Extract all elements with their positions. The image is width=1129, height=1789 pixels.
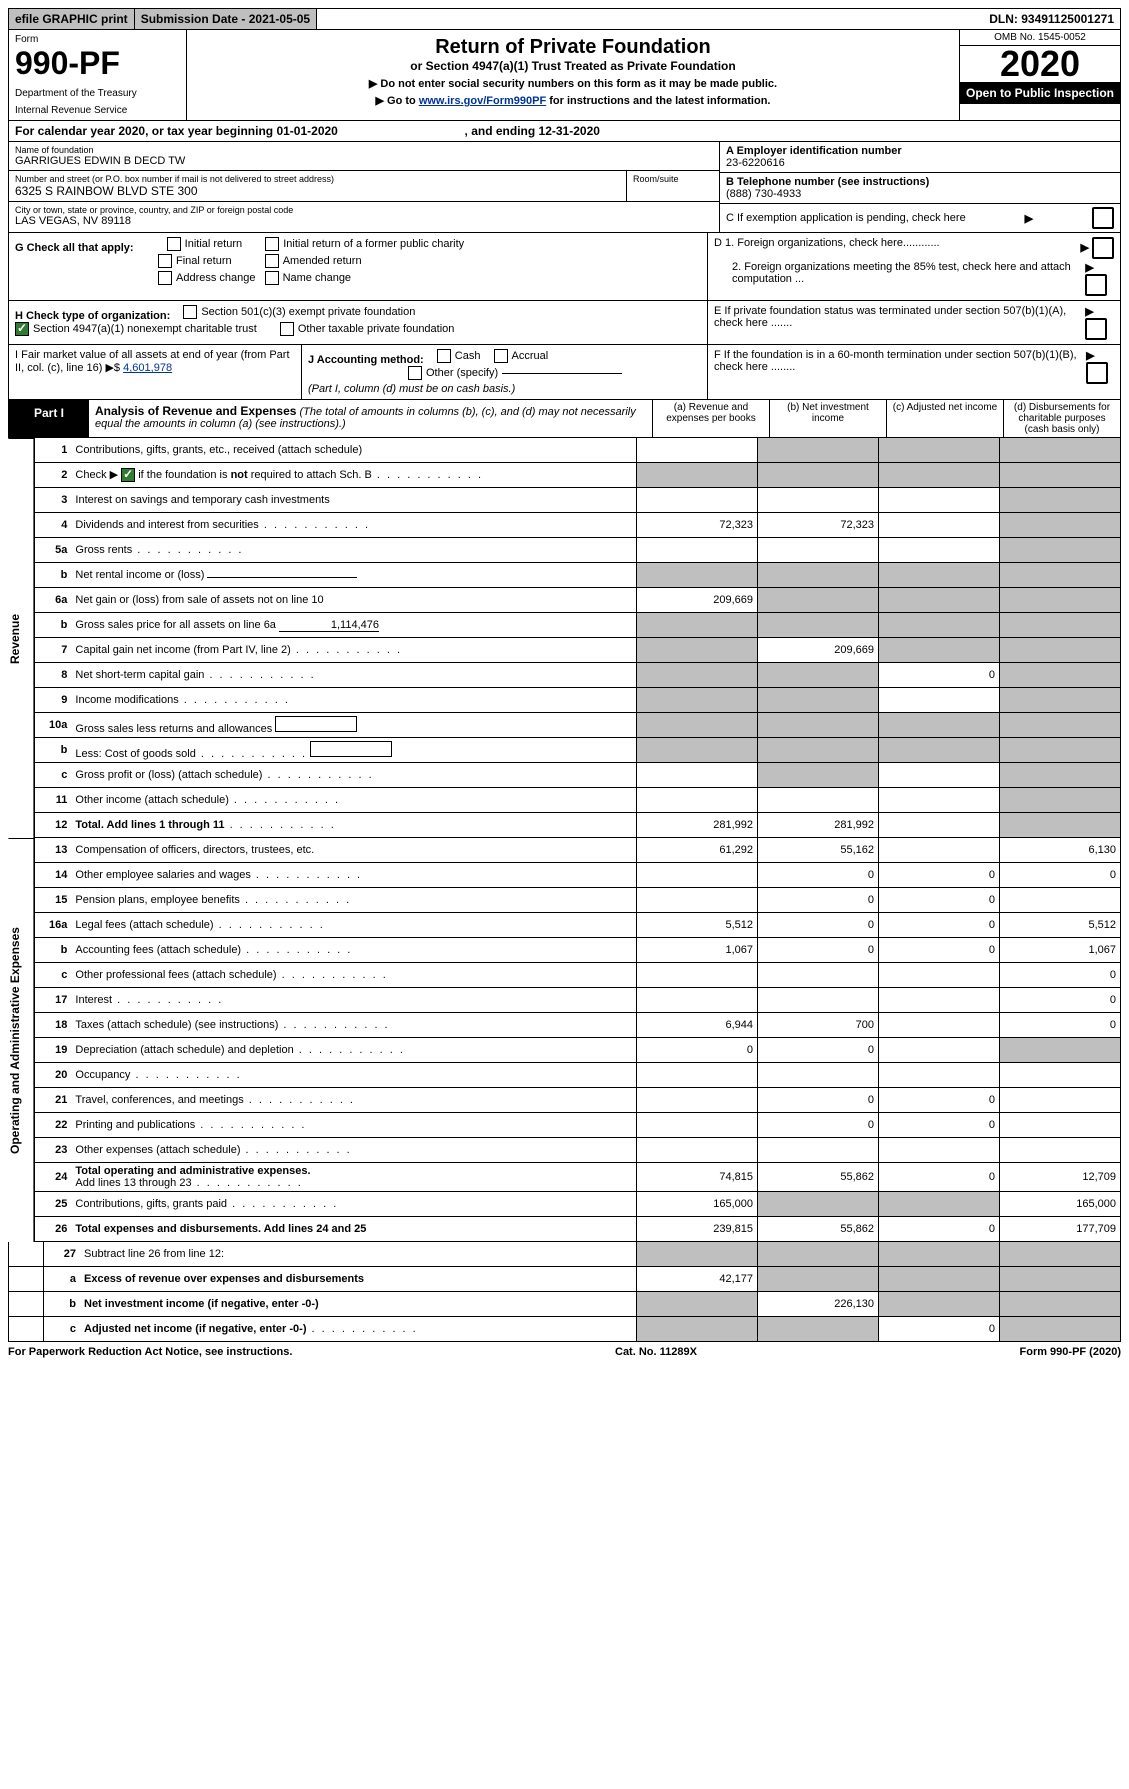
tax-year: 2020 bbox=[960, 46, 1120, 82]
d1-label: D 1. Foreign organizations, check here..… bbox=[714, 237, 940, 259]
street-address: 6325 S RAINBOW BLVD STE 300 bbox=[15, 184, 620, 198]
submission-date: Submission Date - 2021-05-05 bbox=[135, 9, 317, 29]
dept-treasury: Department of the Treasury bbox=[15, 88, 180, 99]
city-state-zip: LAS VEGAS, NV 89118 bbox=[15, 215, 713, 227]
g-final-return[interactable] bbox=[158, 254, 172, 268]
d2-checkbox[interactable] bbox=[1085, 274, 1107, 296]
fmv-value[interactable]: 4,601,978 bbox=[123, 362, 172, 374]
f-label: F If the foundation is in a 60-month ter… bbox=[714, 349, 1086, 384]
e-label: E If private foundation status was termi… bbox=[714, 305, 1085, 340]
form-number: 990-PF bbox=[15, 45, 120, 81]
d2-label: 2. Foreign organizations meeting the 85%… bbox=[714, 261, 1085, 296]
cat-no: Cat. No. 11289X bbox=[615, 1346, 697, 1358]
col-c-header: (c) Adjusted net income bbox=[886, 400, 1003, 437]
sch-b-checkbox[interactable] bbox=[121, 468, 135, 482]
tel-value: (888) 730-4933 bbox=[726, 188, 1114, 200]
part1-label: Part I bbox=[9, 400, 89, 437]
entity-info: Name of foundation GARRIGUES EDWIN B DEC… bbox=[8, 142, 1121, 233]
page-footer: For Paperwork Reduction Act Notice, see … bbox=[8, 1342, 1121, 1362]
name-label: Name of foundation bbox=[15, 145, 713, 155]
g-initial-former[interactable] bbox=[265, 237, 279, 251]
j-other[interactable] bbox=[408, 366, 422, 380]
ein-label: A Employer identification number bbox=[726, 145, 902, 157]
g-name-change[interactable] bbox=[265, 271, 279, 285]
expenses-table: 13Compensation of officers, directors, t… bbox=[34, 838, 1121, 1242]
irs-label: Internal Revenue Service bbox=[15, 105, 180, 116]
efile-print-button[interactable]: efile GRAPHIC print bbox=[9, 9, 135, 29]
part1-header: Part I Analysis of Revenue and Expenses … bbox=[8, 400, 1121, 438]
instructions-note: ▶ Go to www.irs.gov/Form990PF for instru… bbox=[193, 94, 953, 107]
form-title: Return of Private Foundation bbox=[193, 36, 953, 59]
foundation-name: GARRIGUES EDWIN B DECD TW bbox=[15, 155, 713, 167]
open-inspection: Open to Public Inspection bbox=[960, 82, 1120, 104]
irs-link[interactable]: www.irs.gov/Form990PF bbox=[419, 95, 546, 107]
col-a-header: (a) Revenue and expenses per books bbox=[652, 400, 769, 437]
form-label: Form bbox=[15, 34, 180, 45]
ein-value: 23-6220616 bbox=[726, 157, 1114, 169]
section-j: J Accounting method: Cash Accrual Other … bbox=[302, 345, 707, 399]
top-bar: efile GRAPHIC print Submission Date - 20… bbox=[8, 8, 1121, 30]
c-checkbox[interactable] bbox=[1092, 207, 1114, 229]
section-i: I Fair market value of all assets at end… bbox=[9, 345, 302, 399]
tel-label: B Telephone number (see instructions) bbox=[726, 176, 929, 188]
revenue-table: 1Contributions, gifts, grants, etc., rec… bbox=[34, 438, 1121, 838]
paperwork-notice: For Paperwork Reduction Act Notice, see … bbox=[8, 1346, 292, 1358]
addr-label: Number and street (or P.O. box number if… bbox=[15, 174, 620, 184]
ssn-warning: ▶ Do not enter social security numbers o… bbox=[193, 77, 953, 90]
g-initial-return[interactable] bbox=[167, 237, 181, 251]
g-amended[interactable] bbox=[265, 254, 279, 268]
section-h: H Check type of organization: Section 50… bbox=[9, 301, 707, 344]
revenue-label: Revenue bbox=[8, 438, 34, 838]
d1-checkbox[interactable] bbox=[1092, 237, 1114, 259]
f-checkbox[interactable] bbox=[1086, 362, 1108, 384]
g-address-change[interactable] bbox=[158, 271, 172, 285]
j-cash[interactable] bbox=[437, 349, 451, 363]
h-other-taxable[interactable] bbox=[280, 322, 294, 336]
h-501c3[interactable] bbox=[183, 305, 197, 319]
calendar-year-row: For calendar year 2020, or tax year begi… bbox=[8, 121, 1121, 142]
form-ref: Form 990-PF (2020) bbox=[1020, 1346, 1121, 1358]
h-4947a1[interactable] bbox=[15, 322, 29, 336]
col-d-header: (d) Disbursements for charitable purpose… bbox=[1003, 400, 1120, 437]
room-label: Room/suite bbox=[627, 171, 719, 201]
e-checkbox[interactable] bbox=[1085, 318, 1107, 340]
form-subtitle: or Section 4947(a)(1) Trust Treated as P… bbox=[193, 59, 953, 73]
expenses-label: Operating and Administrative Expenses bbox=[8, 838, 34, 1242]
exemption-pending: C If exemption application is pending, c… bbox=[726, 212, 966, 224]
section-g: G Check all that apply: Initial return I… bbox=[9, 233, 707, 300]
city-label: City or town, state or province, country… bbox=[15, 205, 713, 215]
dln: DLN: 93491125001271 bbox=[983, 9, 1120, 29]
j-accrual[interactable] bbox=[494, 349, 508, 363]
form-header: Form 990-PF Department of the Treasury I… bbox=[8, 30, 1121, 121]
net-table: 27Subtract line 26 from line 12: aExcess… bbox=[8, 1242, 1121, 1342]
col-b-header: (b) Net investment income bbox=[769, 400, 886, 437]
